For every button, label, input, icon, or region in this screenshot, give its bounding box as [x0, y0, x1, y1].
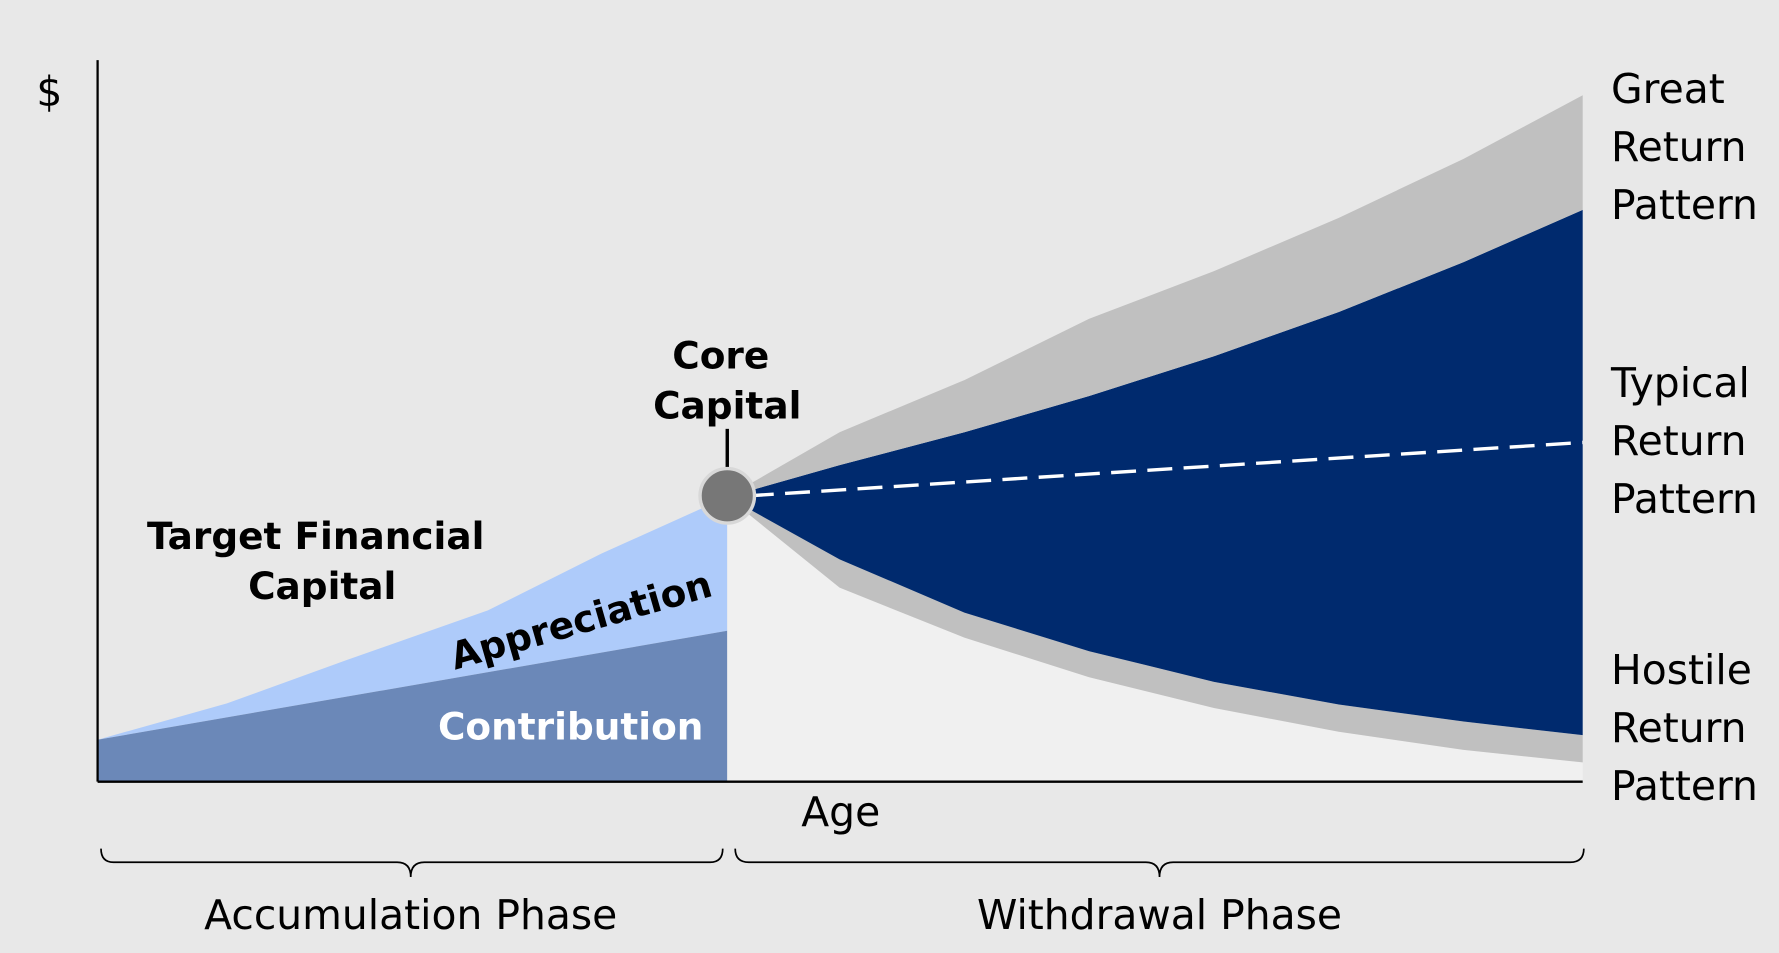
hostile-band: [727, 496, 1583, 763]
label-line: Pattern: [1611, 762, 1758, 810]
label-line: Capital: [653, 384, 801, 428]
label-line: Pattern: [1611, 181, 1758, 229]
core-capital-marker: [698, 466, 757, 525]
label-line: Capital: [248, 564, 396, 608]
label-line: Return: [1611, 704, 1746, 752]
target-capital-label: Target Financial Capital: [147, 514, 498, 608]
label-line: Return: [1611, 123, 1746, 171]
core-capital-label: Core Capital: [653, 334, 801, 428]
label-line: Return: [1611, 417, 1746, 465]
contribution-area: [97, 630, 728, 782]
phase-label: Accumulation Phase: [204, 891, 617, 939]
typical-return-label: Typical Return Pattern: [1610, 359, 1763, 523]
label-line: Target Financial: [147, 514, 485, 558]
label-line: Core: [672, 334, 769, 378]
great-return-label: Great Return Pattern: [1611, 65, 1759, 229]
label-line: Hostile: [1611, 646, 1752, 694]
hostile-floor-area: [727, 496, 1583, 782]
great-band: [727, 95, 1583, 497]
x-axis-label: Age: [801, 788, 880, 836]
label-line: Pattern: [1611, 475, 1758, 523]
phase-label: Withdrawal Phase: [977, 891, 1342, 939]
typical-line: [748, 440, 1583, 498]
y-axis-label: $: [36, 68, 62, 116]
return-range-area: [727, 209, 1583, 736]
brace: [100, 848, 724, 878]
brace: [734, 848, 1585, 878]
contribution-label: Contribution: [438, 705, 703, 749]
label-line: Great: [1611, 65, 1725, 113]
hostile-return-label: Hostile Return Pattern: [1611, 646, 1765, 810]
label-line: Typical: [1610, 359, 1750, 407]
appreciation-area: [97, 496, 728, 740]
